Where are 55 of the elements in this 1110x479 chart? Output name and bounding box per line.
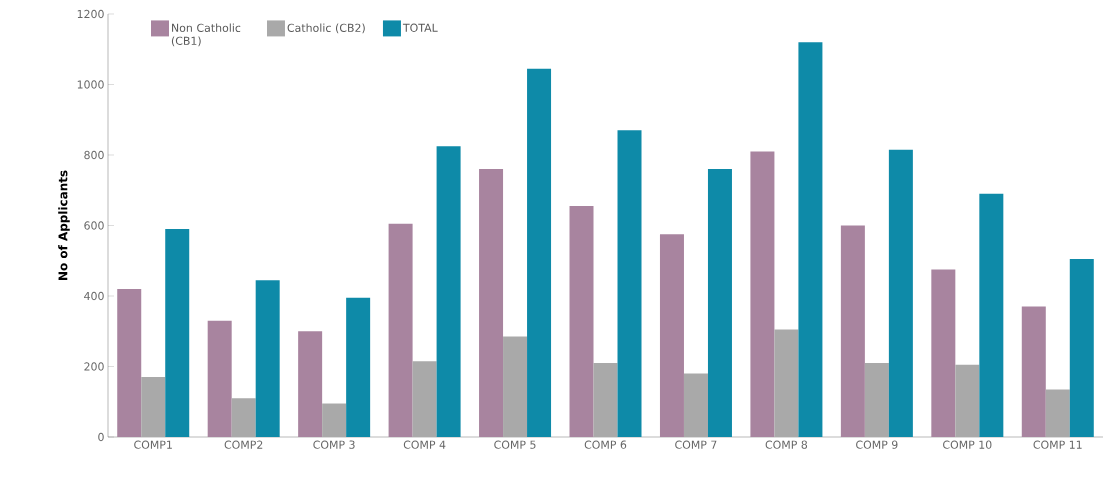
bar bbox=[298, 331, 323, 437]
bar bbox=[979, 193, 1004, 437]
x-tick-label: COMP 4 bbox=[403, 440, 446, 449]
y-tick-label: 400 bbox=[84, 291, 104, 301]
bar bbox=[955, 364, 980, 437]
x-tick-label: COMP 8 bbox=[765, 440, 808, 449]
bar bbox=[207, 320, 232, 437]
bar bbox=[346, 297, 371, 437]
y-tick-label: 600 bbox=[84, 221, 104, 230]
bar bbox=[479, 169, 504, 437]
bar bbox=[931, 269, 956, 437]
bar bbox=[798, 42, 823, 437]
bar bbox=[707, 169, 732, 437]
bar bbox=[322, 403, 347, 437]
bar bbox=[750, 151, 775, 437]
bar bbox=[864, 362, 889, 437]
bar bbox=[840, 225, 865, 437]
x-tick-label: COMP2 bbox=[224, 440, 263, 449]
bar bbox=[569, 206, 594, 437]
bar bbox=[774, 329, 799, 437]
bar bbox=[255, 280, 280, 437]
bar bbox=[527, 68, 552, 437]
y-tick-label: 800 bbox=[84, 150, 104, 160]
bar bbox=[617, 130, 642, 437]
bar bbox=[388, 223, 413, 437]
y-axis-title: No of Applicants bbox=[58, 170, 70, 280]
x-tick-label: COMP 5 bbox=[494, 440, 536, 449]
bar bbox=[888, 149, 913, 437]
bar bbox=[141, 377, 166, 437]
bar bbox=[659, 234, 684, 437]
y-tick-label: 200 bbox=[84, 362, 104, 371]
bar bbox=[1069, 258, 1094, 437]
bar bbox=[683, 373, 708, 437]
bar bbox=[436, 146, 461, 437]
bar bbox=[165, 229, 190, 437]
bar bbox=[231, 398, 256, 437]
x-tick-label: COMP 7 bbox=[675, 440, 717, 449]
bar bbox=[503, 336, 528, 437]
x-tick-label: COMP 9 bbox=[856, 440, 898, 449]
x-tick-label: COMP 11 bbox=[1033, 440, 1082, 449]
y-tick-label: 1000 bbox=[77, 80, 104, 89]
legend-label: Non Catholic (CB1) bbox=[171, 23, 241, 47]
bar bbox=[412, 361, 437, 437]
y-tick-label: 0 bbox=[98, 432, 104, 442]
x-tick-label: COMP 6 bbox=[584, 440, 627, 449]
bar bbox=[117, 288, 142, 437]
bar bbox=[1045, 389, 1070, 437]
legend-label: TOTAL bbox=[402, 23, 438, 32]
x-tick-label: COMP1 bbox=[134, 440, 172, 449]
bar bbox=[593, 362, 618, 437]
legend-label: Catholic (CB2) bbox=[287, 23, 365, 34]
bar bbox=[1021, 306, 1046, 437]
y-tick-label: 1200 bbox=[77, 9, 104, 19]
x-tick-label: COMP 10 bbox=[943, 440, 992, 449]
x-tick-label: COMP 3 bbox=[313, 440, 355, 449]
